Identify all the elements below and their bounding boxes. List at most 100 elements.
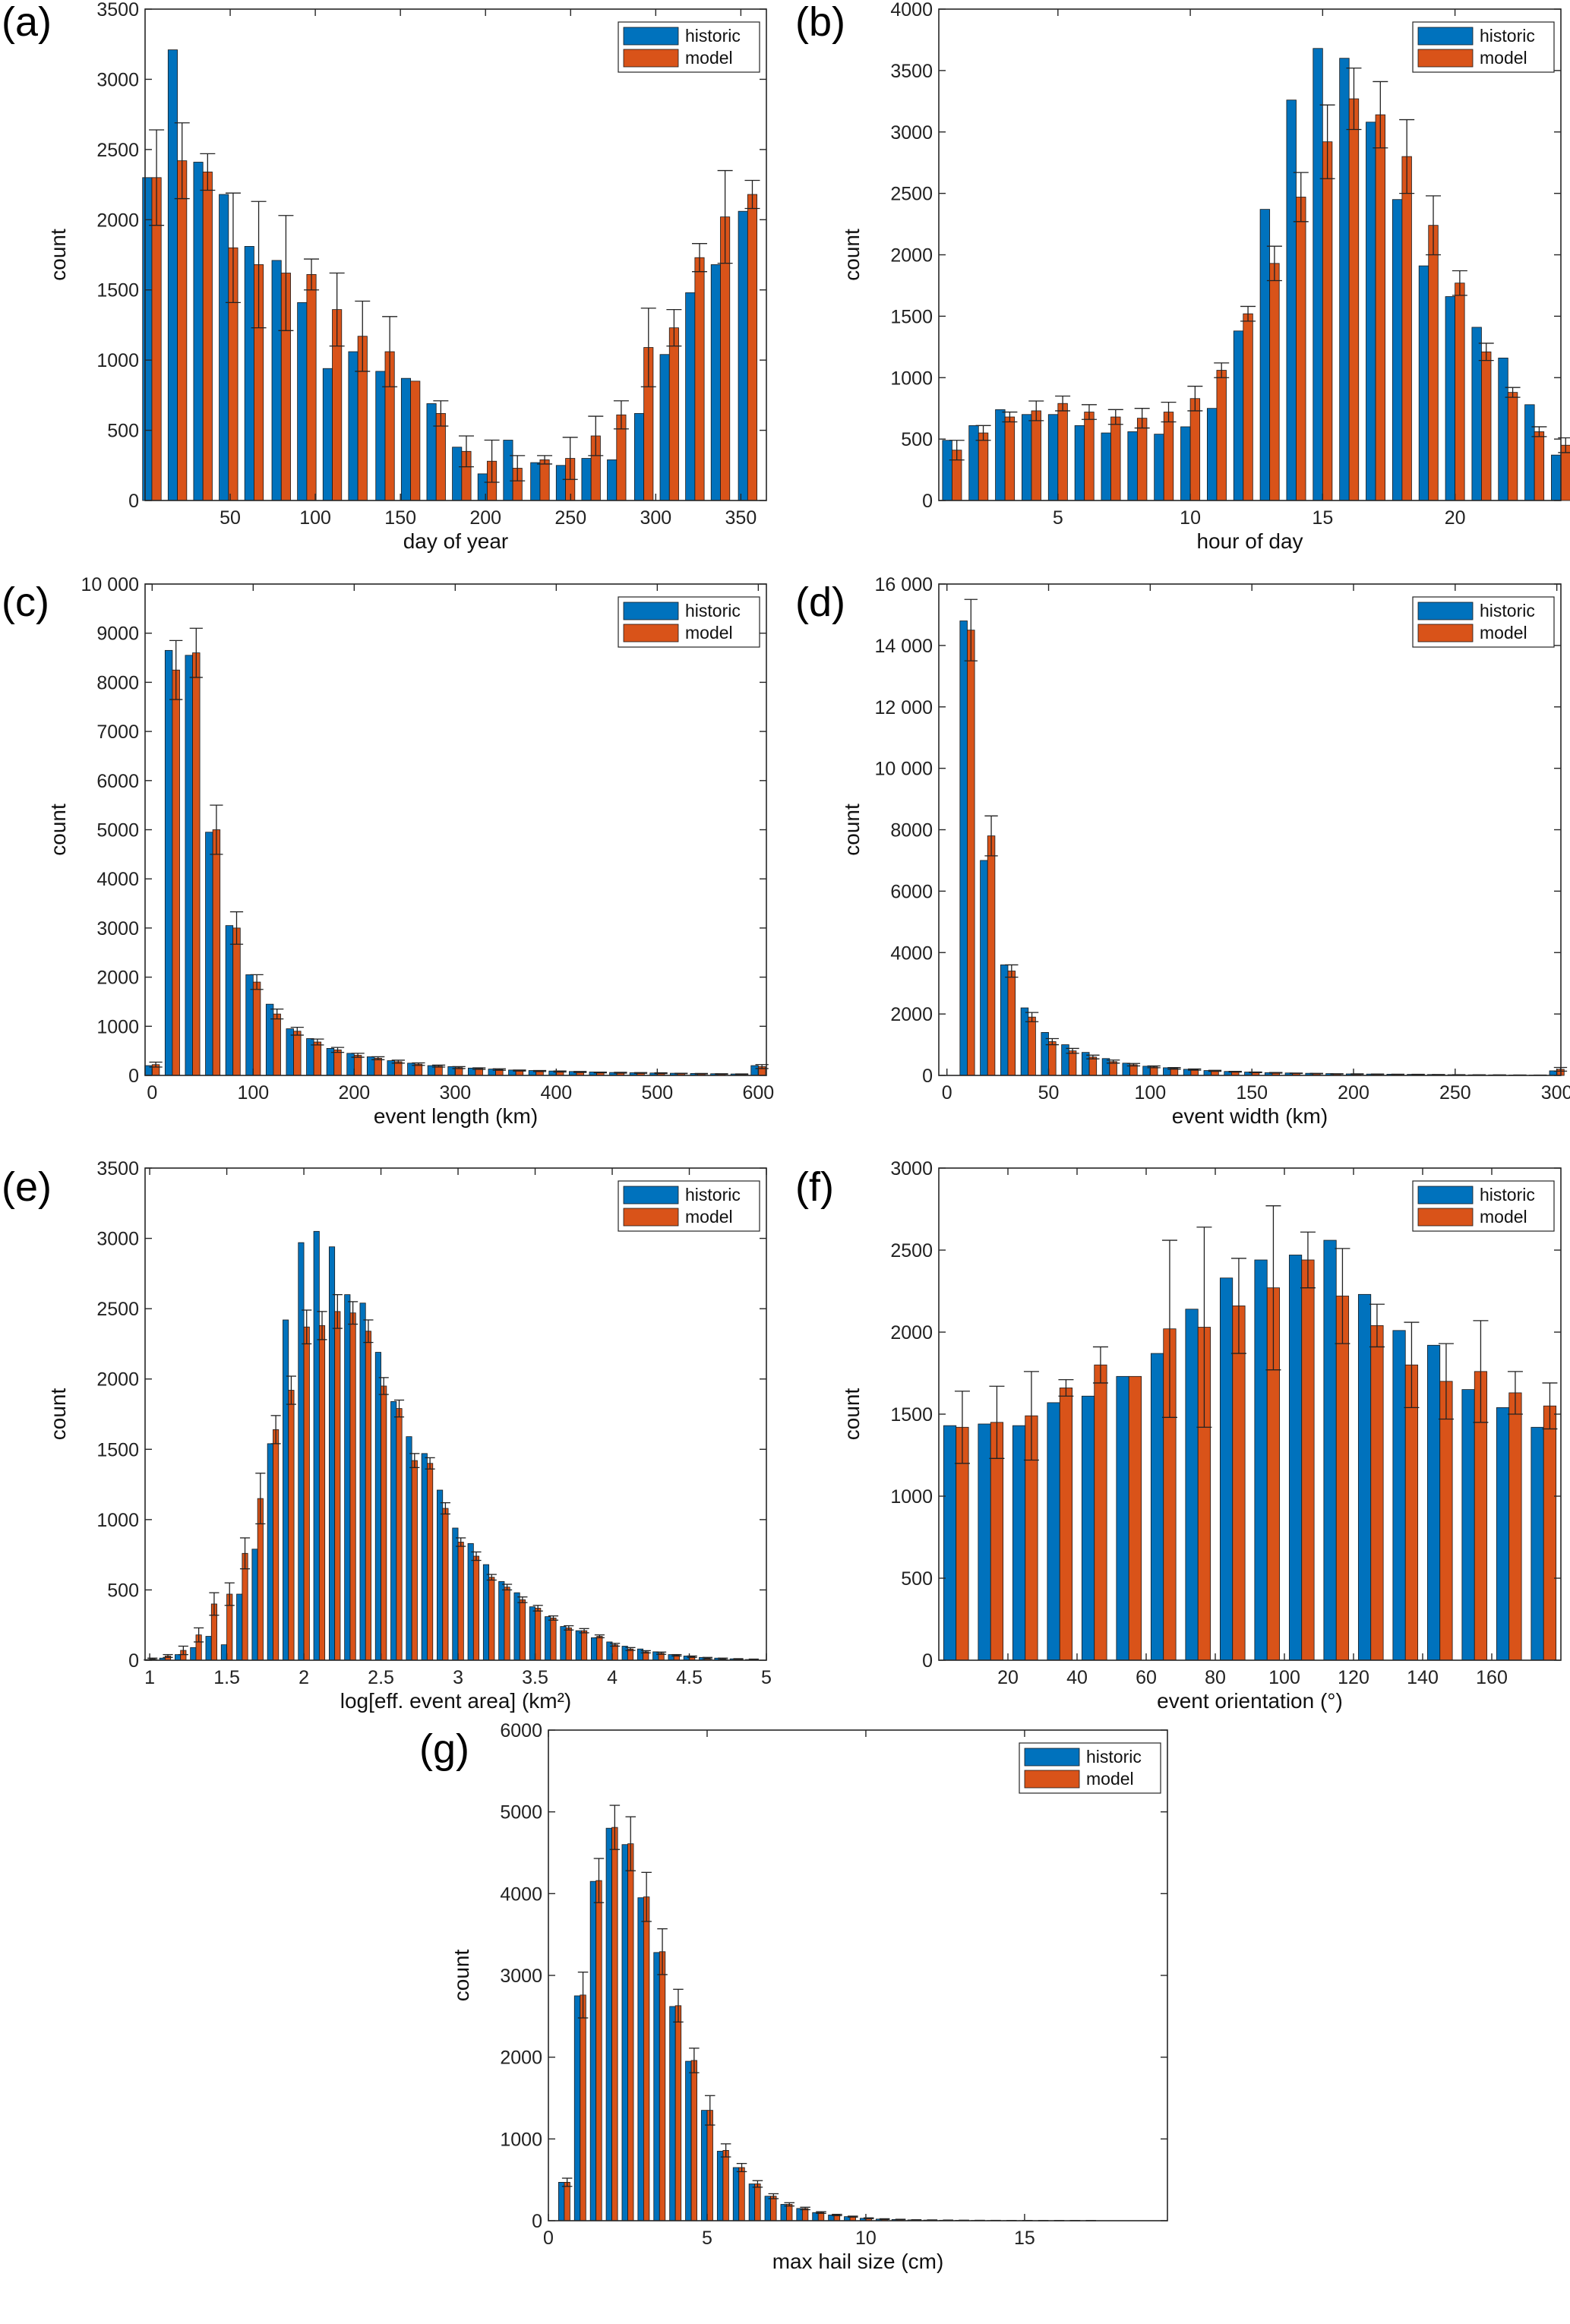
bar-model — [192, 652, 201, 1076]
bar-historic — [1286, 99, 1297, 501]
bar-model — [754, 2183, 761, 2221]
bar-historic — [716, 2151, 724, 2221]
bar-model — [488, 1577, 495, 1661]
x-tick-label: 5 — [702, 2228, 712, 2249]
bar-model — [1004, 416, 1016, 501]
legend-label-historic: historic — [685, 26, 741, 46]
bar-historic — [251, 1549, 258, 1661]
x-tick-label: 200 — [1338, 1082, 1369, 1104]
y-tick-label: 3000 — [96, 69, 139, 90]
y-tick-label: 1500 — [890, 1404, 933, 1426]
panel-label-a: (a) — [2, 0, 52, 45]
legend-swatch-historic — [623, 602, 679, 620]
bar-historic — [142, 177, 153, 501]
bar-historic — [1101, 432, 1111, 501]
bar-historic — [1323, 1239, 1337, 1661]
bar-model — [1163, 412, 1174, 501]
y-tick-label: 500 — [901, 429, 933, 450]
y-tick-label: 8000 — [96, 672, 139, 693]
y-tick-label: 500 — [901, 1568, 933, 1590]
bar-historic — [1127, 431, 1138, 501]
y-axis-label: count — [840, 804, 864, 856]
bar-model — [674, 2005, 682, 2221]
x-tick-label: 400 — [540, 1082, 572, 1104]
y-tick-label: 2000 — [500, 2048, 542, 2069]
bar-model — [1031, 410, 1041, 501]
bar-model — [1560, 444, 1570, 501]
x-tick-label: 60 — [1136, 1667, 1157, 1688]
x-tick-label: 3.5 — [522, 1667, 548, 1688]
bar-historic — [190, 1647, 197, 1661]
bar-model — [288, 1390, 295, 1661]
bar-model — [374, 1057, 382, 1076]
y-tick-label: 1000 — [500, 2129, 542, 2150]
bar-model — [396, 1408, 403, 1661]
bar-historic — [1022, 414, 1032, 501]
bar-model — [353, 1055, 362, 1076]
bar-model — [212, 829, 221, 1076]
bar-historic — [607, 459, 618, 501]
bar-model — [564, 2181, 570, 2221]
bar-historic — [348, 351, 359, 501]
bar-model — [1370, 1325, 1384, 1661]
bar-historic — [375, 371, 386, 501]
bar-model — [1428, 225, 1439, 501]
y-axis-label: count — [450, 1950, 473, 2002]
bar-model — [381, 1385, 387, 1661]
bar-model — [1048, 1041, 1057, 1076]
bar-historic — [1082, 1052, 1090, 1076]
bar-historic — [298, 1242, 305, 1661]
bar-model — [1216, 370, 1227, 501]
bar-historic — [267, 1443, 273, 1661]
bar-historic — [1551, 454, 1562, 501]
bar-model — [770, 2196, 777, 2221]
x-tick-label: 10 — [855, 2228, 877, 2249]
y-tick-label: 8000 — [890, 820, 933, 842]
bar-historic — [575, 1630, 582, 1661]
y-tick-label: 2000 — [890, 245, 933, 267]
bar-historic — [1461, 1389, 1475, 1661]
x-tick-label: 0 — [942, 1082, 952, 1104]
bar-historic — [750, 1065, 759, 1076]
y-tick-label: 10 000 — [875, 759, 933, 780]
y-tick-label: 4000 — [890, 0, 933, 21]
y-tick-label: 1000 — [890, 1486, 933, 1508]
x-tick-label: 80 — [1205, 1667, 1226, 1688]
bar-historic — [1426, 1344, 1441, 1661]
x-axis-label: event width (km) — [1172, 1104, 1328, 1128]
x-tick-label: 0 — [543, 2228, 554, 2249]
bar-historic — [1531, 1426, 1544, 1661]
bar-model — [1404, 1364, 1419, 1661]
bar-model — [690, 2060, 698, 2221]
bar-model — [519, 1599, 526, 1661]
bar-historic — [659, 354, 670, 501]
chart-panel-b: 0 500 1000 1500 2000 2500 3000 3500 4000 5 10 15 20 h… — [840, 0, 1570, 553]
bar-historic — [271, 260, 282, 501]
bar-model — [1109, 1061, 1117, 1076]
bar-historic — [1498, 357, 1508, 501]
y-tick-label: 2000 — [96, 968, 139, 989]
y-tick-label: 12 000 — [875, 697, 933, 718]
bar-model — [694, 257, 705, 501]
bar-historic — [545, 1616, 551, 1661]
x-tick-label: 50 — [1038, 1082, 1060, 1104]
x-tick-label: 0 — [147, 1082, 157, 1104]
panel-label-e: (e) — [2, 1164, 52, 1210]
bar-historic — [174, 1654, 182, 1661]
x-tick-label: 140 — [1407, 1667, 1439, 1688]
bar-historic — [1074, 425, 1085, 501]
bar-historic — [653, 1952, 660, 2221]
x-tick-label: 200 — [469, 507, 501, 529]
x-tick-label: 100 — [1268, 1667, 1300, 1688]
x-tick-label: 2.5 — [368, 1667, 394, 1688]
bar-model — [987, 835, 996, 1076]
bar-historic — [605, 1827, 612, 2221]
legend-swatch-historic — [1024, 1748, 1080, 1767]
legend-label-historic: historic — [1480, 1185, 1535, 1205]
bar-historic — [498, 1580, 505, 1661]
y-tick-label: 4000 — [500, 1884, 542, 1905]
bar-model — [411, 1460, 418, 1661]
bar-historic — [1233, 330, 1244, 501]
bar-model — [1401, 156, 1412, 501]
